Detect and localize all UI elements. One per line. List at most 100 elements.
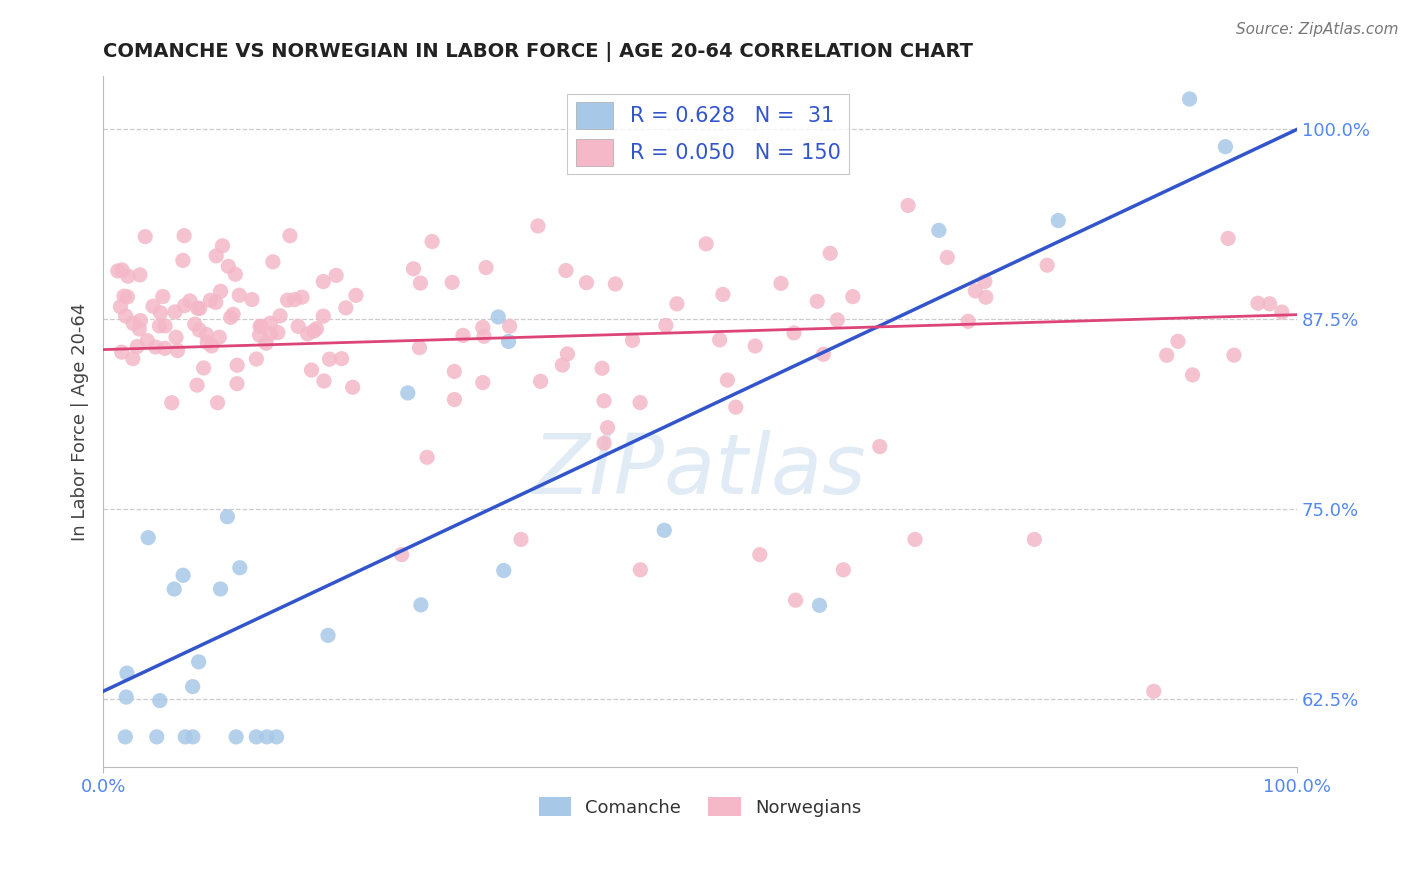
- Point: [111, 345, 134, 359]
- Point: [551, 358, 574, 372]
- Point: [471, 376, 494, 390]
- Point: [160, 396, 183, 410]
- Point: [278, 228, 301, 243]
- Point: [936, 251, 959, 265]
- Point: [443, 364, 465, 378]
- Point: [1047, 213, 1070, 227]
- Point: [391, 548, 413, 562]
- Point: [266, 730, 288, 744]
- Point: [195, 335, 218, 350]
- Point: [249, 319, 271, 334]
- Point: [153, 318, 176, 333]
- Point: [195, 327, 218, 342]
- Point: [250, 319, 273, 334]
- Point: [259, 316, 281, 330]
- Point: [165, 330, 187, 344]
- Point: [443, 392, 465, 407]
- Point: [748, 548, 770, 562]
- Point: [208, 330, 231, 344]
- Point: [471, 320, 494, 334]
- Point: [312, 309, 335, 323]
- Point: [188, 323, 211, 337]
- Point: [1167, 334, 1189, 349]
- Point: [1271, 305, 1294, 319]
- Point: [1024, 533, 1046, 547]
- Point: [973, 275, 995, 289]
- Point: [287, 319, 309, 334]
- Point: [974, 290, 997, 304]
- Point: [330, 351, 353, 366]
- Point: [181, 680, 204, 694]
- Point: [441, 276, 464, 290]
- Text: COMANCHE VS NORWEGIAN IN LABOR FORCE | AGE 20-64 CORRELATION CHART: COMANCHE VS NORWEGIAN IN LABOR FORCE | A…: [103, 42, 973, 62]
- Point: [172, 253, 194, 268]
- Point: [475, 260, 498, 275]
- Point: [498, 334, 520, 349]
- Point: [655, 318, 678, 333]
- Point: [557, 347, 579, 361]
- Point: [530, 375, 553, 389]
- Point: [262, 255, 284, 269]
- Point: [163, 582, 186, 596]
- Point: [217, 260, 239, 274]
- Point: [122, 316, 145, 330]
- Point: [163, 305, 186, 319]
- Point: [291, 290, 314, 304]
- Point: [813, 347, 835, 361]
- Point: [510, 533, 533, 547]
- Point: [148, 318, 170, 333]
- Point: [628, 395, 651, 409]
- Point: [297, 326, 319, 341]
- Point: [897, 198, 920, 212]
- Point: [621, 334, 644, 348]
- Point: [228, 288, 250, 302]
- Point: [1216, 231, 1239, 245]
- Point: [127, 340, 149, 354]
- Point: [149, 306, 172, 320]
- Point: [207, 396, 229, 410]
- Point: [284, 293, 307, 307]
- Point: [396, 386, 419, 401]
- Text: Source: ZipAtlas.com: Source: ZipAtlas.com: [1236, 22, 1399, 37]
- Point: [451, 328, 474, 343]
- Point: [575, 276, 598, 290]
- Point: [112, 289, 135, 303]
- Point: [409, 276, 432, 290]
- Point: [744, 339, 766, 353]
- Point: [186, 378, 208, 392]
- Point: [183, 317, 205, 331]
- Point: [128, 268, 150, 282]
- Point: [224, 267, 246, 281]
- Point: [115, 666, 138, 681]
- Point: [187, 301, 209, 316]
- Point: [1156, 348, 1178, 362]
- Point: [174, 730, 197, 744]
- Point: [117, 269, 139, 284]
- Point: [267, 326, 290, 340]
- Point: [179, 293, 201, 308]
- Point: [709, 333, 731, 347]
- Point: [695, 236, 717, 251]
- Point: [277, 293, 299, 307]
- Point: [193, 361, 215, 376]
- Point: [1036, 258, 1059, 272]
- Point: [1215, 139, 1237, 153]
- Point: [110, 300, 132, 314]
- Point: [869, 440, 891, 454]
- Point: [316, 628, 339, 642]
- Point: [114, 730, 136, 744]
- Point: [217, 509, 239, 524]
- Point: [416, 450, 439, 465]
- Point: [181, 730, 204, 744]
- Point: [1178, 92, 1201, 106]
- Point: [769, 277, 792, 291]
- Point: [342, 380, 364, 394]
- Point: [724, 400, 747, 414]
- Point: [408, 341, 430, 355]
- Point: [628, 563, 651, 577]
- Point: [249, 328, 271, 343]
- Point: [107, 264, 129, 278]
- Point: [957, 314, 980, 328]
- Point: [117, 290, 139, 304]
- Point: [832, 563, 855, 577]
